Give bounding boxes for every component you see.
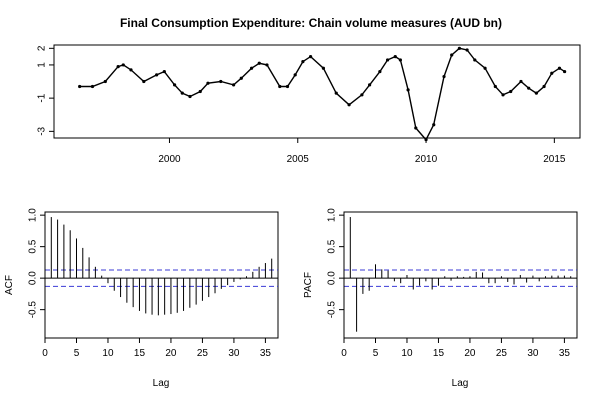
series-point [542, 84, 546, 89]
acf-y-tick-label: 0.5 [28, 239, 39, 253]
series-point [360, 93, 364, 97]
series-line [79, 47, 565, 141]
pacf-y-tick-label: 0.5 [327, 239, 338, 253]
acf-y-tick-label: 1.0 [28, 208, 39, 222]
x-tick-label: 2010 [415, 154, 438, 165]
series-point [450, 53, 454, 57]
series-point [239, 76, 243, 80]
series-point [301, 60, 305, 64]
pacf-x-tick-label: 30 [527, 348, 539, 359]
series-point [414, 126, 418, 130]
series-point [406, 88, 410, 92]
acf-plot-frame [44, 211, 279, 339]
pacf-x-tick-label: 10 [401, 348, 413, 359]
acf-x-tick-label: 25 [197, 348, 209, 359]
series-point [293, 73, 297, 77]
series-point [188, 94, 192, 99]
series-point [206, 81, 210, 85]
series-point [347, 103, 351, 107]
series-point [527, 86, 531, 90]
pacf-y-tick-label: 0.0 [327, 271, 338, 285]
series-point [257, 61, 261, 65]
series-point [378, 69, 382, 74]
series-point [162, 69, 166, 74]
acf-y-axis-label: ACF [4, 275, 15, 295]
series-point [180, 91, 184, 95]
x-tick-label: 2015 [543, 154, 566, 165]
series-point [457, 46, 462, 50]
series-point [265, 63, 269, 67]
y-tick-label: -1 [37, 93, 48, 102]
series-point [78, 84, 82, 89]
acf-x-tick-label: 5 [74, 348, 80, 359]
pacf-y-tick-label: -0.5 [327, 301, 338, 319]
acf-x-tick-label: 30 [228, 348, 240, 359]
series-point [219, 79, 223, 84]
series-point [442, 74, 446, 79]
series-point [334, 91, 338, 95]
pacf-x-tick-label: 25 [496, 348, 508, 359]
pacf-x-tick-label: 0 [341, 348, 347, 359]
plot-frame [53, 44, 581, 139]
series-point [432, 123, 436, 127]
series-point [278, 84, 282, 89]
pacf-x-tick-label: 5 [373, 348, 379, 359]
series-point [116, 64, 120, 69]
series-point [563, 69, 567, 74]
series-point [249, 66, 254, 70]
acf-y-tick-label: 0.0 [28, 271, 39, 285]
pacf-plot-frame [343, 211, 578, 339]
x-tick-label: 2000 [158, 154, 181, 165]
acf-y-tick-label: -0.5 [28, 301, 39, 319]
acf-x-tick-label: 15 [134, 348, 146, 359]
acf-x-tick-label: 35 [260, 348, 272, 359]
acf-x-axis-label: Lag [153, 378, 170, 389]
series-point [473, 58, 477, 62]
pacf-x-tick-label: 20 [464, 348, 476, 359]
y-tick-label: 1 [37, 62, 48, 68]
acf-panel: Lag ACF 0 5 10 15 20 25 30 35 -0.5 0.0 0.5 1.0 [4, 208, 279, 389]
series-point [493, 84, 497, 89]
series-point [501, 93, 505, 97]
y-tick-label: 2 [37, 45, 48, 51]
y-tick-label: -3 [37, 126, 48, 135]
acf-x-tick-label: 10 [102, 348, 114, 359]
series-point [121, 63, 125, 67]
series-point [519, 79, 523, 84]
series-point [142, 79, 146, 84]
acf-x-tick-label: 0 [42, 348, 48, 359]
series-point [155, 73, 159, 77]
series-point [557, 66, 562, 70]
series-point [385, 58, 390, 62]
series-point [509, 89, 513, 94]
series-point [398, 58, 402, 62]
series-point [90, 84, 95, 89]
series-point [285, 84, 290, 89]
series-point [393, 55, 397, 59]
series-point [172, 83, 177, 87]
series-point [308, 55, 313, 59]
series-point [103, 79, 107, 84]
series-point [368, 83, 372, 87]
time-series-panel: 2000 2005 2010 2015 -3 -1 1 2 [37, 44, 581, 165]
pacf-y-axis-label: PACF [303, 272, 314, 298]
series-point [321, 66, 326, 70]
pacf-x-tick-label: 15 [433, 348, 445, 359]
series-point [534, 91, 538, 95]
series-point [424, 138, 428, 142]
chart-title: Final Consumption Expenditure: Chain vol… [120, 16, 502, 30]
pacf-panel: Lag PACF 0 5 10 15 20 25 30 35 -0.5 0.0 0.5 1.0 [303, 208, 578, 389]
acf-x-tick-label: 20 [165, 348, 177, 359]
pacf-x-axis-label: Lag [452, 378, 469, 389]
series-point [550, 71, 554, 75]
series-point [483, 66, 487, 70]
series-point [232, 83, 236, 87]
x-tick-label: 2005 [287, 154, 310, 165]
pacf-x-tick-label: 35 [559, 348, 571, 359]
series-point [465, 48, 469, 52]
pacf-y-tick-label: 1.0 [327, 208, 338, 222]
series-point [129, 68, 133, 72]
series-point [198, 89, 202, 94]
